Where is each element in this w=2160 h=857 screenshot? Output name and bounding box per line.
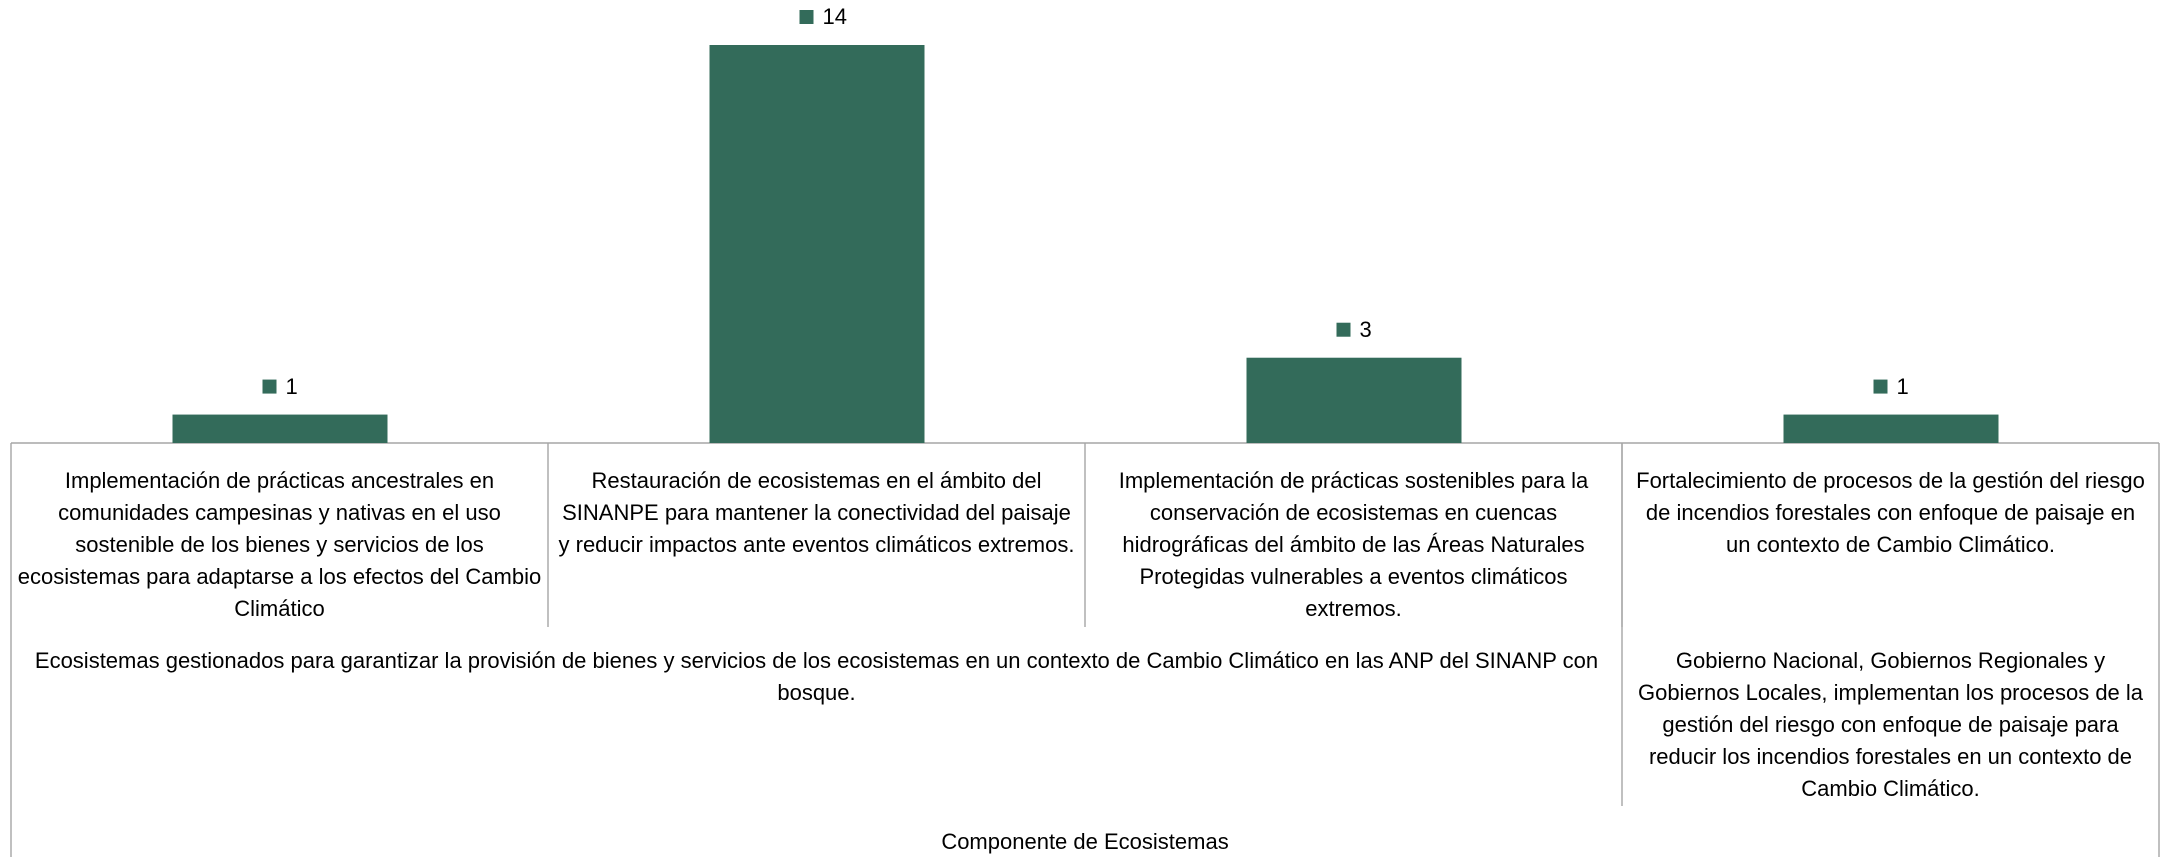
- value-label-key: [1873, 379, 1888, 394]
- axis-title: Componente de Ecosistemas: [941, 829, 1229, 854]
- x-tick-label: Implementación de prácticas ancestrales …: [17, 468, 542, 621]
- value-label: 1: [1896, 373, 1909, 399]
- bar: [172, 414, 388, 443]
- value-label: 1: [285, 373, 298, 399]
- x-tick-label: Fortalecimiento de procesos de la gestió…: [1636, 468, 2145, 557]
- x-tick-label: Implementación de prácticas sostenibles …: [1118, 468, 1589, 621]
- value-label: 3: [1359, 316, 1372, 342]
- value-label: 14: [822, 4, 847, 29]
- group-label: Ecosistemas gestionados para garantizar …: [34, 648, 1599, 705]
- value-label-key: [799, 10, 814, 24]
- value-label-key: [262, 379, 277, 394]
- bar: [1246, 357, 1462, 443]
- bar: [1783, 414, 1999, 443]
- value-label-key: [1336, 322, 1351, 337]
- x-tick-label: Restauración de ecosistemas en el ámbito…: [558, 468, 1075, 557]
- bar: [709, 45, 925, 443]
- group-label: Gobierno Nacional, Gobiernos Regionales …: [1637, 648, 2144, 801]
